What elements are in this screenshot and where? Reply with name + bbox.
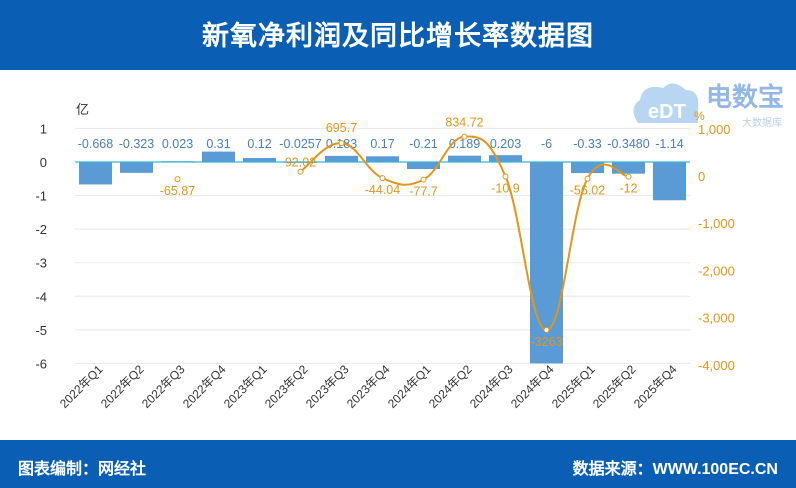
x-tick-label: 2023年Q3 <box>303 362 352 411</box>
line-label: -56.02 <box>570 184 605 198</box>
left-axis-unit: 亿 <box>76 102 89 117</box>
line-label: -10.9 <box>491 182 520 196</box>
right-tick-label: -1,000 <box>698 216 735 231</box>
x-tick-label: 2024年Q2 <box>426 362 475 411</box>
line-point <box>379 175 386 182</box>
line-point <box>543 327 550 334</box>
bar <box>120 162 153 173</box>
x-tick-label: 2022年Q4 <box>180 362 229 411</box>
bar-label: -0.21 <box>409 137 438 151</box>
bar-label: -0.33 <box>573 137 602 151</box>
x-tick-label: 2022年Q1 <box>57 362 106 411</box>
watermark-logo: eDT 电数宝大数据库 <box>628 78 793 135</box>
line-label: -12 <box>619 182 637 196</box>
right-tick-label: -3,000 <box>698 311 735 326</box>
line-point <box>502 173 509 180</box>
x-tick-label: 2024年Q1 <box>385 362 434 411</box>
line-label: 834.72 <box>445 116 483 130</box>
bar-label: -0.3480 <box>607 137 649 151</box>
left-tick-label: -3 <box>35 256 47 271</box>
line-point <box>338 140 345 147</box>
bar <box>571 162 604 174</box>
footer: 图表编制：网经社 数据来源：WWW.100EC.CN <box>0 440 796 488</box>
line-point <box>420 176 427 183</box>
line-label: -65.87 <box>160 184 195 198</box>
line-point <box>297 168 304 175</box>
bar <box>612 162 645 174</box>
line-point <box>461 133 468 140</box>
bar <box>325 155 358 162</box>
x-tick-label: 2025年Q1 <box>549 362 598 411</box>
left-tick-label: -4 <box>35 289 47 304</box>
left-tick-label: -1 <box>35 189 47 204</box>
left-tick-label: 1 <box>40 121 47 136</box>
logo-subtext: 大数据库 <box>742 116 782 129</box>
x-tick-label: 2022年Q2 <box>98 362 147 411</box>
bar <box>79 162 112 185</box>
x-tick-label: 2024年Q3 <box>467 362 516 411</box>
line-label: -44.04 <box>365 183 400 197</box>
right-tick-label: -2,000 <box>698 263 735 278</box>
bar <box>366 156 399 162</box>
bar <box>530 162 563 364</box>
line-label: 695.7 <box>326 121 357 135</box>
bar-label: -0.323 <box>119 137 154 151</box>
bar-label: 0.023 <box>162 137 193 151</box>
x-tick-label: 2023年Q4 <box>344 362 393 411</box>
bar <box>489 155 522 162</box>
x-tick-label: 2025年Q2 <box>590 362 639 411</box>
left-tick-label: -5 <box>35 323 47 338</box>
bar-label: -0.0257 <box>279 137 321 151</box>
x-tick-label: 2025年Q4 <box>631 362 680 411</box>
editor-credit: 图表编制：网经社 <box>18 461 147 478</box>
x-tick-label: 2023年Q1 <box>221 362 270 411</box>
bar-label: -0.668 <box>78 137 113 151</box>
right-tick-label: -4,000 <box>698 358 735 373</box>
bar <box>407 162 440 170</box>
data-source: 数据来源：WWW.100EC.CN <box>572 461 778 478</box>
bar-label: 0.17 <box>370 137 394 151</box>
bar <box>653 162 686 201</box>
line-point <box>174 176 181 183</box>
x-tick-label: 2024年Q4 <box>508 362 557 411</box>
bar-label: -6 <box>541 137 552 151</box>
right-tick-label: 0 <box>698 169 705 184</box>
bar-label: 0.31 <box>206 137 230 151</box>
right-tick-label: 1,000 <box>698 122 731 137</box>
line-label: 92.02 <box>285 156 316 170</box>
growth-line <box>299 135 629 332</box>
left-tick-label: -2 <box>35 222 47 237</box>
chart-title: 新氧净利润及同比增长率数据图 <box>0 0 796 70</box>
right-axis-unit: % <box>694 109 705 123</box>
line-label: -3263 <box>531 335 563 349</box>
bar <box>202 151 235 162</box>
bar <box>243 157 276 162</box>
x-tick-label: 2022年Q3 <box>139 362 188 411</box>
left-tick-label: 0 <box>40 155 47 170</box>
logo-text: 电数宝 <box>706 82 784 112</box>
bar <box>448 155 481 162</box>
line-label: -77.7 <box>409 185 438 199</box>
bar-label: 0.203 <box>490 137 521 151</box>
left-tick-label: -6 <box>35 356 47 371</box>
bar-label: -1.14 <box>655 137 684 151</box>
line-point <box>584 175 591 182</box>
x-tick-label: 2023年Q2 <box>262 362 311 411</box>
logo-mark: eDT <box>648 101 686 123</box>
line-point <box>625 173 632 180</box>
chart: 1 0 -1 -2 -3 -4 -5 -6 亿 1,000 0 -1,000 -2,000 -3,000 -… <box>35 102 735 411</box>
bar-label: 0.12 <box>247 137 271 151</box>
